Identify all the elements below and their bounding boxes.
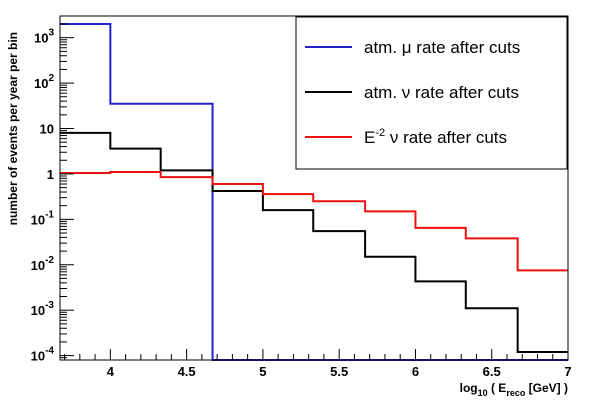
legend-entry-1: atm. ν rate after cuts [364, 83, 519, 102]
y-axis-label: number of events per year per bin [6, 32, 20, 225]
legend-entry-2: E-2 ν rate after cuts [364, 127, 507, 147]
x-tick-label: 6.5 [483, 364, 501, 379]
y-tick-label: 10 [40, 122, 54, 137]
series-line-2 [60, 171, 568, 272]
series-line-1 [60, 131, 568, 354]
y-tick-label: 10-4 [31, 346, 55, 364]
legend: atm. μ rate after cuts atm. ν rate after … [295, 16, 568, 170]
ticks-layer: 4 4.5 5 5.5 6 6.5 7 10-4 10-3 10-2 10-1 1 10 102 103 [31, 15, 572, 379]
y-tick-label: 1 [47, 167, 54, 182]
y-tick-label: 10-1 [31, 209, 55, 227]
y-tick-label: 103 [34, 28, 54, 46]
y-tick-label: 102 [34, 73, 54, 91]
y-tick-label: 10-2 [31, 255, 55, 273]
y-tick-label: 10-3 [31, 300, 55, 318]
x-tick-label: 4 [107, 364, 115, 379]
x-tick-label: 5 [259, 364, 266, 379]
x-tick-label: 7 [564, 364, 571, 379]
x-tick-label: 5.5 [330, 364, 348, 379]
x-axis-label: log10 ( Ereco [GeV] ) [460, 381, 568, 398]
x-tick-label: 4.5 [178, 364, 196, 379]
legend-entry-0: atm. μ rate after cuts [364, 38, 520, 57]
x-tick-label: 6 [412, 364, 419, 379]
